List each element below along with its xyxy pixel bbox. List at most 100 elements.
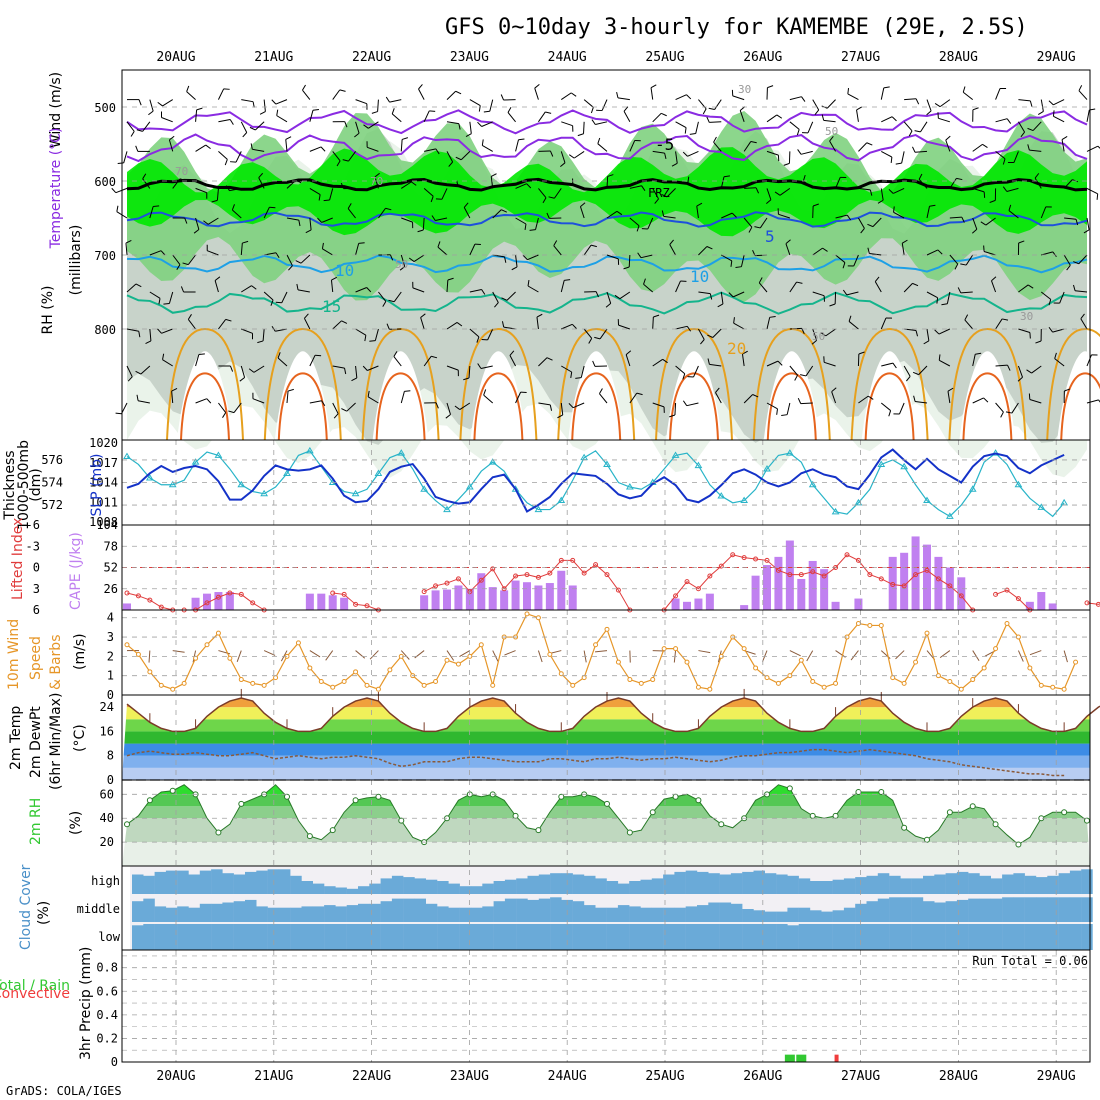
wind-barb bbox=[835, 177, 841, 189]
cloud-axis-label: Cloud Cover bbox=[18, 864, 34, 950]
wind-barb-flag bbox=[388, 299, 395, 303]
wind-barb bbox=[149, 250, 162, 256]
wind-barb-flag bbox=[856, 106, 862, 111]
wind-barb bbox=[309, 400, 322, 404]
wind-barb-flag bbox=[715, 387, 720, 393]
wind-barb-flag bbox=[570, 371, 573, 379]
wind-barb-flag bbox=[706, 116, 710, 123]
wind-barb bbox=[366, 146, 379, 152]
date-label-bottom: 24AUG bbox=[548, 1069, 587, 1084]
cloud-high-bar bbox=[1069, 870, 1082, 894]
cloud-middle-bar bbox=[595, 907, 607, 922]
wind-barb bbox=[824, 361, 836, 367]
cloud-high-bar bbox=[493, 881, 506, 894]
wind-barb bbox=[629, 140, 636, 152]
lifted-point bbox=[604, 572, 610, 578]
wind-barb bbox=[435, 217, 448, 221]
wind10-ytick: 3 bbox=[107, 630, 114, 644]
cloud-low-bar bbox=[143, 924, 155, 950]
wind-barb bbox=[926, 291, 938, 299]
wind10-point bbox=[821, 684, 827, 690]
wind-barb bbox=[1086, 217, 1090, 230]
wind-barb-flag bbox=[179, 178, 186, 181]
wind-barb-flag bbox=[797, 397, 802, 404]
wind10-barb bbox=[148, 650, 151, 663]
date-label-top: 22AUG bbox=[352, 50, 391, 65]
wind10-point bbox=[1050, 684, 1056, 690]
wind-barb bbox=[721, 212, 733, 219]
wind-barb bbox=[561, 365, 572, 373]
wind-barb bbox=[881, 116, 893, 123]
cloud-middle-bar bbox=[787, 907, 799, 922]
cloud-low-bar bbox=[956, 924, 969, 950]
lifted-index-line bbox=[423, 559, 631, 611]
wind-barb-flag bbox=[893, 206, 895, 213]
contour-label: 30 bbox=[738, 83, 751, 96]
wind-barb-flag bbox=[529, 229, 536, 231]
wind-barb-flag bbox=[867, 395, 874, 400]
wind-barb bbox=[115, 187, 128, 194]
wind-barb bbox=[619, 291, 631, 300]
date-label-bottom: 29AUG bbox=[1037, 1069, 1076, 1084]
cloud-middle-bar bbox=[719, 902, 732, 922]
wind-barb bbox=[739, 110, 745, 122]
wind-barb bbox=[207, 250, 219, 256]
wind-barb-flag bbox=[991, 276, 997, 282]
wind10-point bbox=[673, 646, 679, 652]
contour-label: 5 bbox=[765, 227, 775, 246]
cloud-high-bar bbox=[617, 883, 630, 894]
wind-barb bbox=[172, 178, 181, 189]
wind10-point bbox=[444, 657, 450, 663]
cloud-high-bar bbox=[956, 871, 969, 894]
wind-barb bbox=[401, 181, 412, 189]
wind10-barb bbox=[1029, 650, 1042, 656]
wind-barb bbox=[880, 402, 891, 411]
wind-barb bbox=[534, 88, 539, 100]
cape-bar bbox=[797, 578, 806, 610]
cloud-high-bar bbox=[143, 875, 155, 894]
wind-barb-flag bbox=[1048, 326, 1053, 333]
wind-barb bbox=[595, 121, 608, 125]
isotherm-line bbox=[126, 254, 1088, 274]
wind10-point bbox=[455, 661, 461, 667]
cloud-middle-bar bbox=[1036, 897, 1048, 922]
wind-barb bbox=[766, 114, 778, 123]
cape-bar bbox=[683, 601, 691, 610]
wind-barb bbox=[378, 207, 386, 219]
wind-barb-flag bbox=[536, 313, 543, 318]
wind-barb bbox=[186, 91, 196, 100]
wind10-barb bbox=[459, 650, 471, 658]
lifted-point bbox=[455, 576, 461, 582]
wind10-point bbox=[238, 677, 244, 683]
wind-barb bbox=[1031, 365, 1042, 374]
wind-barb-flag bbox=[597, 137, 601, 144]
wind-barb bbox=[807, 121, 814, 134]
cloud-high-bar bbox=[245, 871, 257, 894]
wind-barb-flag bbox=[465, 133, 472, 137]
cape-bar bbox=[431, 590, 440, 610]
wind-barb bbox=[697, 328, 705, 340]
cape-bar bbox=[454, 585, 463, 610]
wind10-barb bbox=[369, 650, 379, 660]
cloud-low-bar bbox=[482, 924, 494, 950]
wind-barb-flag bbox=[258, 172, 264, 179]
wind-barb bbox=[758, 282, 768, 293]
wind-barb bbox=[995, 402, 1004, 413]
rh-dry-plume bbox=[666, 351, 722, 440]
cape-bar bbox=[763, 565, 771, 610]
cloud-middle-bar bbox=[425, 903, 438, 922]
wind-barb-flag bbox=[1052, 251, 1057, 258]
wind-barb bbox=[507, 112, 516, 123]
wind-barb-flag bbox=[275, 252, 280, 259]
wind-barb bbox=[422, 217, 425, 231]
wind-barb bbox=[901, 151, 905, 164]
cloud-middle-bar bbox=[143, 898, 155, 922]
wind-barb bbox=[332, 320, 342, 330]
wind-barb bbox=[712, 328, 722, 338]
wind-barb bbox=[743, 394, 753, 404]
wind-barb bbox=[1086, 187, 1098, 195]
wind-barb-flag bbox=[430, 196, 434, 203]
upper-ytick: 600 bbox=[94, 175, 116, 189]
thickness-point bbox=[900, 462, 909, 470]
wind-barb bbox=[241, 328, 253, 334]
